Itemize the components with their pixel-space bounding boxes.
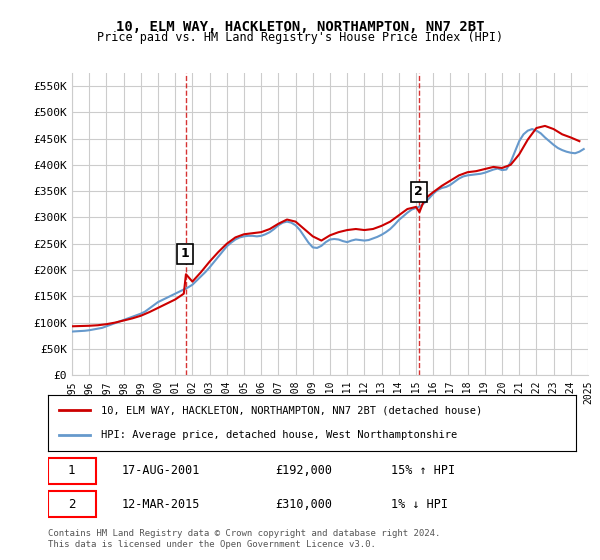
Text: 15% ↑ HPI: 15% ↑ HPI	[391, 464, 455, 477]
Text: 17-AUG-2001: 17-AUG-2001	[122, 464, 200, 477]
Text: Price paid vs. HM Land Registry's House Price Index (HPI): Price paid vs. HM Land Registry's House …	[97, 31, 503, 44]
Text: 10, ELM WAY, HACKLETON, NORTHAMPTON, NN7 2BT: 10, ELM WAY, HACKLETON, NORTHAMPTON, NN7…	[116, 20, 484, 34]
Text: £310,000: £310,000	[275, 498, 332, 511]
Text: HPI: Average price, detached house, West Northamptonshire: HPI: Average price, detached house, West…	[101, 430, 457, 440]
Text: 1: 1	[181, 248, 190, 260]
Text: Contains HM Land Registry data © Crown copyright and database right 2024.
This d: Contains HM Land Registry data © Crown c…	[48, 529, 440, 549]
Text: 1: 1	[68, 464, 76, 477]
Text: 12-MAR-2015: 12-MAR-2015	[122, 498, 200, 511]
FancyBboxPatch shape	[48, 492, 95, 517]
Text: 2: 2	[68, 498, 76, 511]
FancyBboxPatch shape	[48, 458, 95, 484]
Text: 10, ELM WAY, HACKLETON, NORTHAMPTON, NN7 2BT (detached house): 10, ELM WAY, HACKLETON, NORTHAMPTON, NN7…	[101, 405, 482, 416]
Text: 1% ↓ HPI: 1% ↓ HPI	[391, 498, 448, 511]
Text: 2: 2	[414, 185, 423, 198]
Text: £192,000: £192,000	[275, 464, 332, 477]
